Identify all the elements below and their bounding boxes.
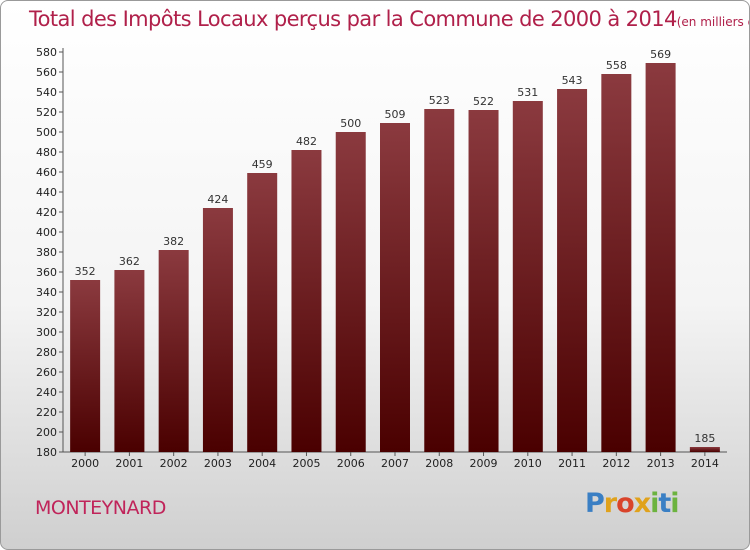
y-tick-label: 360 [36,266,57,279]
y-tick-label: 280 [36,346,57,359]
data-label: 500 [340,117,361,130]
x-tick-label: 2012 [602,457,630,470]
logo-letter: r [603,488,617,519]
bar [247,173,278,452]
y-tick-label: 560 [36,66,57,79]
y-tick-label: 200 [36,426,57,439]
y-tick-label: 540 [36,86,57,99]
bar [380,123,410,452]
data-label: 362 [119,255,140,268]
bar [70,280,101,452]
data-label: 523 [429,94,450,107]
data-label: 382 [163,235,184,248]
data-label: 352 [75,265,96,278]
x-tick-label: 2009 [470,457,498,470]
chart-title: Total des Impôts Locaux perçus par la Co… [29,7,749,31]
bar [291,150,322,452]
chart-title-unit: (en milliers d'€) [676,15,749,29]
data-label: 459 [252,158,273,171]
y-tick-label: 580 [36,46,57,59]
x-tick-label: 2007 [381,457,409,470]
x-tick-label: 2013 [647,457,675,470]
bar [468,110,499,452]
x-tick-label: 2004 [248,457,276,470]
data-label: 482 [296,135,317,148]
bar [424,109,455,452]
y-tick-label: 400 [36,226,57,239]
x-tick-label: 2011 [558,457,586,470]
logo-letter: P [585,488,605,519]
y-tick-label: 260 [36,366,57,379]
data-label: 531 [517,86,538,99]
bar [202,208,233,452]
data-label: 185 [694,432,715,445]
chart-title-text: Total des Impôts Locaux perçus par la Co… [29,7,677,31]
bar [601,74,632,452]
data-label: 569 [650,48,671,61]
bar [158,250,189,452]
logo-letter: o [616,488,635,519]
data-label: 424 [207,193,228,206]
y-tick-label: 380 [36,246,57,259]
y-tick-label: 480 [36,146,57,159]
x-tick-label: 2002 [160,457,188,470]
x-tick-label: 2005 [292,457,320,470]
y-tick-label: 500 [36,126,57,139]
data-label: 558 [606,59,627,72]
y-tick-label: 520 [36,106,57,119]
data-label: 509 [385,108,406,121]
proxiti-logo: Proxiti [585,488,680,519]
x-tick-label: 2010 [514,457,542,470]
y-tick-label: 460 [36,166,57,179]
x-tick-label: 2000 [71,457,99,470]
bar [645,63,676,452]
y-tick-label: 240 [36,386,57,399]
logo-letter: x [633,488,651,519]
logo-letter: t [658,488,671,519]
bar [689,447,720,452]
y-tick-label: 220 [36,406,57,419]
bar [557,89,588,452]
logo-letter: i [670,488,679,519]
data-label: 543 [562,74,583,87]
y-tick-label: 320 [36,306,57,319]
bar [335,132,366,452]
bar [114,270,145,452]
x-tick-label: 2001 [115,457,143,470]
x-tick-label: 2014 [691,457,719,470]
y-tick-label: 440 [36,186,57,199]
x-tick-label: 2003 [204,457,232,470]
y-tick-label: 420 [36,206,57,219]
x-tick-label: 2008 [425,457,453,470]
data-label: 522 [473,95,494,108]
commune-name: MONTEYNARD [35,497,166,519]
logo-letter: i [650,488,659,519]
y-tick-label: 340 [36,286,57,299]
bar [512,101,543,452]
x-tick-label: 2006 [337,457,365,470]
y-tick-label: 180 [36,446,57,459]
y-tick-label: 300 [36,326,57,339]
